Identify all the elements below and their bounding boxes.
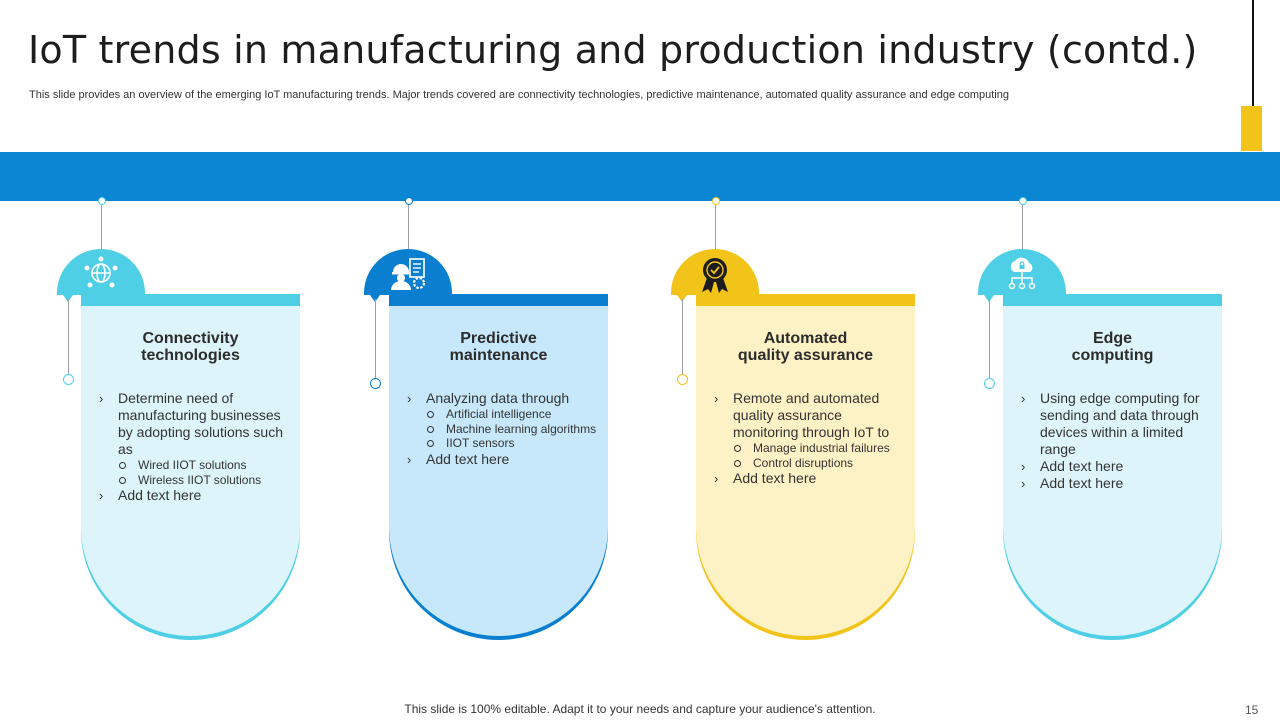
- dome-pointer: [370, 295, 380, 302]
- bullet-text: Remote and automated quality assurance m…: [733, 390, 890, 440]
- top-connector-dot: [711, 197, 720, 205]
- bullet-text: Add text here: [733, 470, 817, 486]
- decorative-accent-block: [1241, 106, 1262, 151]
- sub-bullet-text: Wireless IIOT solutions: [138, 472, 262, 487]
- bullet-text: Add text here: [1040, 475, 1124, 491]
- chevron-right-icon: ›: [1021, 459, 1026, 474]
- bullet-text: Determine need of manufacturing business…: [118, 390, 283, 457]
- page-number: 15: [1245, 703, 1259, 717]
- bullet-item: › Using edge computing for sending and da…: [1021, 390, 1211, 458]
- chevron-right-icon: ›: [1021, 476, 1026, 491]
- bullet-text: Add text here: [118, 487, 202, 503]
- slide-subtitle: This slide provides an overview of the e…: [29, 89, 1009, 101]
- bullet-list: › Analyzing data through Artificial intell…: [407, 390, 597, 468]
- sub-bullet-item: Wired IIOT solutions: [99, 458, 289, 473]
- sub-bullet-item: Manage industrial failures: [714, 441, 904, 456]
- card-title-line: technologies: [141, 347, 240, 364]
- trend-card: Edge computing › Using edge computing for s…: [1003, 306, 1222, 636]
- decorative-line: [1252, 0, 1254, 106]
- chevron-right-icon: ›: [1021, 391, 1026, 406]
- sub-bullet-text: IIOT sensors: [446, 436, 515, 450]
- quality-badge-icon: [671, 249, 759, 295]
- top-connector-line: [101, 201, 102, 249]
- trend-card: Predictive maintenance › Analyzing data thr…: [389, 306, 608, 636]
- side-connector-dot: [63, 374, 74, 385]
- chevron-right-icon: ›: [407, 391, 412, 406]
- sub-bullet-text: Artificial intelligence: [446, 407, 552, 421]
- bullet-item: › Add text here: [714, 470, 904, 487]
- cloud-network-icon: [978, 249, 1066, 295]
- sub-bullet-item: Control disruptions: [714, 456, 904, 471]
- dome-pointer: [63, 295, 73, 302]
- sub-bullet-item: Wireless IIOT solutions: [99, 473, 289, 488]
- sub-bullet-item: Machine learning algorithms: [407, 422, 597, 437]
- slide-title: IoT trends in manufacturing and producti…: [28, 28, 1198, 72]
- bullet-item: › Add text here: [1021, 458, 1211, 475]
- sub-bullet-item: IIOT sensors: [407, 436, 597, 451]
- dome-pointer: [677, 295, 687, 302]
- card-title: Automated quality assurance: [696, 330, 915, 364]
- footer-note: This slide is 100% editable. Adapt it to…: [404, 702, 876, 716]
- top-connector-line: [408, 201, 409, 249]
- card-title: Connectivity technologies: [81, 330, 300, 364]
- top-connector-line: [1022, 201, 1023, 249]
- side-connector-dot: [370, 378, 381, 389]
- side-connector-dot: [677, 374, 688, 385]
- side-connector-line: [989, 299, 990, 378]
- top-connector-dot: [97, 197, 106, 205]
- bullet-list: › Determine need of manufacturing busines…: [99, 390, 289, 504]
- side-connector-line: [375, 299, 376, 378]
- bullet-item: › Determine need of manufacturing busines…: [99, 390, 289, 458]
- circle-bullet-icon: [427, 425, 434, 433]
- sub-bullet-item: Artificial intelligence: [407, 407, 597, 422]
- chevron-right-icon: ›: [714, 391, 719, 406]
- card-title-line: Automated: [763, 330, 848, 347]
- circle-bullet-icon: [734, 445, 741, 452]
- sub-bullet-text: Wired IIOT solutions: [138, 458, 247, 472]
- card-title: Predictive maintenance: [389, 330, 608, 364]
- card-title: Edge computing: [1003, 330, 1222, 364]
- circle-bullet-icon: [427, 411, 434, 418]
- sub-bullet-text: Manage industrial failures: [753, 441, 890, 455]
- chevron-right-icon: ›: [99, 391, 104, 406]
- sub-bullet-text: Machine learning algorithms: [446, 421, 597, 436]
- chevron-right-icon: ›: [407, 451, 412, 467]
- card-title-line: Edge: [1092, 330, 1133, 347]
- card-title-line: maintenance: [449, 347, 548, 364]
- bullet-item: › Remote and automated quality assurance …: [714, 390, 904, 441]
- trend-card: Connectivity technologies › Determine need …: [81, 306, 300, 636]
- side-connector-line: [682, 299, 683, 374]
- circle-bullet-icon: [734, 459, 741, 467]
- top-connector-dot: [1018, 197, 1027, 205]
- dome-pointer: [984, 295, 994, 302]
- bullet-text: Add text here: [426, 450, 510, 467]
- bullet-list: › Remote and automated quality assurance …: [714, 390, 904, 487]
- top-connector-line: [715, 201, 716, 249]
- top-connector-dot: [404, 197, 413, 205]
- card-title-line: computing: [1071, 347, 1154, 364]
- bullet-text: Add text here: [1040, 458, 1124, 474]
- header-band: [0, 152, 1280, 201]
- circle-bullet-icon: [427, 440, 434, 447]
- trend-card: Automated quality assurance › Remote and au…: [696, 306, 915, 636]
- card-title-line: quality assurance: [737, 347, 874, 364]
- bullet-text: Analyzing data through: [426, 390, 570, 406]
- bullet-item: › Analyzing data through: [407, 390, 597, 407]
- bullet-text: Using edge computing for sending and dat…: [1040, 390, 1200, 457]
- bullet-item: › Add text here: [1021, 475, 1211, 492]
- network-globe-icon: [57, 249, 145, 295]
- bullet-item: › Add text here: [99, 487, 289, 504]
- circle-bullet-icon: [119, 462, 126, 469]
- side-connector-dot: [984, 378, 995, 389]
- bullet-item: › Add text here: [407, 451, 597, 468]
- chevron-right-icon: ›: [99, 488, 104, 503]
- circle-bullet-icon: [119, 476, 126, 484]
- card-title-line: Predictive: [460, 330, 537, 347]
- engineer-checklist-icon: [364, 249, 452, 295]
- bullet-list: › Using edge computing for sending and da…: [1021, 390, 1211, 492]
- side-connector-line: [68, 299, 69, 374]
- card-title-line: Connectivity: [142, 330, 239, 347]
- chevron-right-icon: ›: [714, 471, 719, 486]
- sub-bullet-text: Control disruptions: [753, 455, 854, 470]
